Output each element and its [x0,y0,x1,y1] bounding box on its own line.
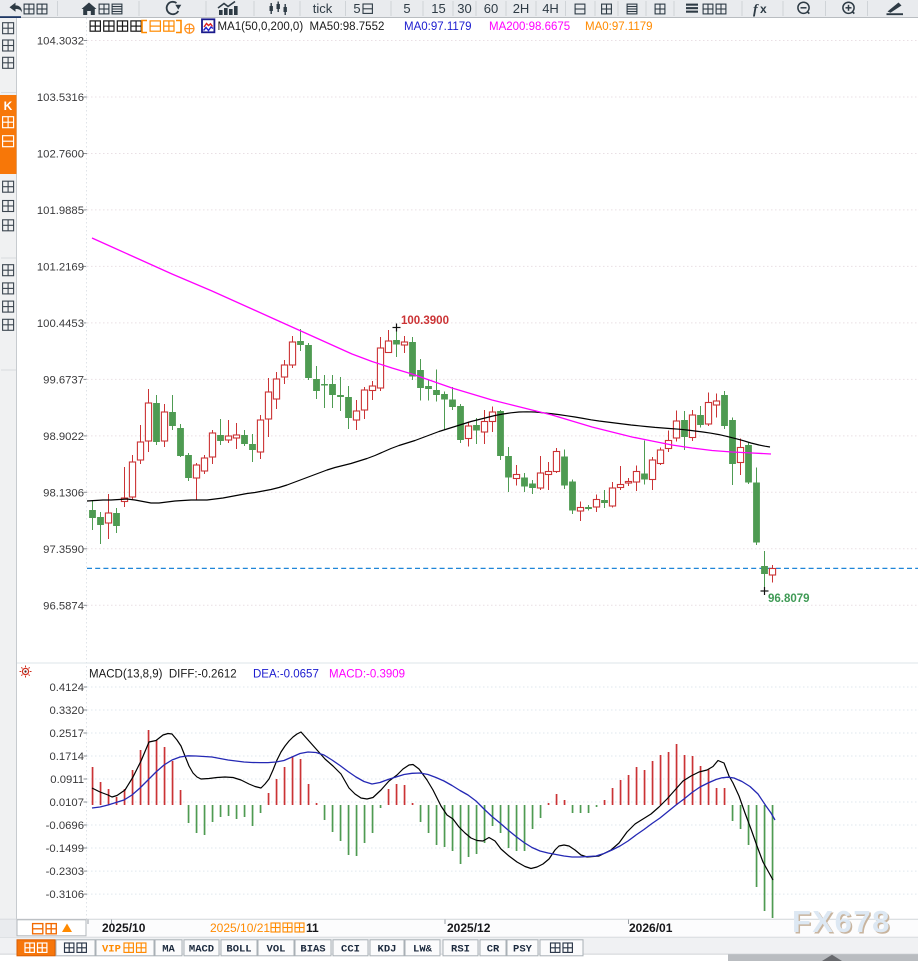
svg-text:-0.2303: -0.2303 [46,866,84,878]
svg-text:98.9022: 98.9022 [43,431,84,443]
svg-text:RSI: RSI [451,944,470,956]
svg-text:0.1714: 0.1714 [49,751,84,763]
svg-text:101.2169: 101.2169 [37,261,84,273]
svg-text:FX678: FX678 [792,904,891,939]
svg-text:0.0107: 0.0107 [49,797,84,809]
svg-text:30: 30 [457,1,471,16]
svg-text:98.1306: 98.1306 [43,487,84,499]
svg-text:MACD: MACD [189,944,214,956]
svg-text:15: 15 [431,1,445,16]
svg-text:FX678: FX678 [794,906,893,941]
svg-text:VOL: VOL [267,944,286,956]
svg-text:96.8079: 96.8079 [768,593,810,605]
svg-text:2025/10/21: 2025/10/21 [210,921,270,935]
svg-text:4H: 4H [542,1,559,16]
svg-text:K: K [4,99,13,113]
svg-text:104.3032: 104.3032 [37,36,84,48]
svg-text:0.2517: 0.2517 [49,728,84,740]
svg-text:103.5316: 103.5316 [37,92,84,104]
svg-text:MA200:98.6675: MA200:98.6675 [489,21,570,33]
svg-text:CR: CR [487,944,500,956]
svg-text:MA0:97.1179: MA0:97.1179 [585,21,653,33]
svg-text:97.3590: 97.3590 [43,544,84,556]
svg-text:MA0:97.1179: MA0:97.1179 [404,21,472,33]
svg-text:2026/01: 2026/01 [629,921,673,935]
svg-text:5: 5 [403,1,410,16]
svg-text:CCI: CCI [341,944,360,956]
svg-text:tick: tick [313,1,333,16]
svg-text:MA1(50,0,200,0) MA50:98.7552: MA1(50,0,200,0) MA50:98.7552 [218,21,385,33]
svg-text:0.4124: 0.4124 [49,682,84,694]
svg-text:x: x [760,2,767,16]
svg-text:MACD:-0.3909: MACD:-0.3909 [329,669,405,681]
svg-text:MACD(13,8,9) DIFF:-0.2612: MACD(13,8,9) DIFF:-0.2612 [89,669,237,681]
svg-text:0.0911: 0.0911 [50,774,84,786]
svg-text:BOLL: BOLL [226,944,251,956]
svg-text:102.7600: 102.7600 [37,149,84,161]
svg-text:100.3900: 100.3900 [401,315,449,327]
svg-text:f: f [753,3,759,18]
svg-text:100.4453: 100.4453 [37,318,84,330]
svg-text:96.5874: 96.5874 [43,600,84,612]
svg-text:2H: 2H [513,1,530,16]
svg-text:2025/10: 2025/10 [102,921,146,935]
svg-text:-0.3106: -0.3106 [46,889,84,901]
svg-text:101.9885: 101.9885 [37,205,84,217]
svg-text:LW&: LW& [413,944,433,956]
svg-text:-0.1499: -0.1499 [46,843,84,855]
svg-text:MA: MA [162,944,175,956]
svg-text:0.3320: 0.3320 [49,705,84,717]
svg-text:2025/12: 2025/12 [447,921,491,935]
svg-text:-0.0696: -0.0696 [46,820,84,832]
svg-text:KDJ: KDJ [378,944,397,956]
svg-text:99.6737: 99.6737 [43,374,84,386]
svg-text:DEA:-0.0657: DEA:-0.0657 [253,669,319,681]
svg-text:VIP: VIP [102,944,121,956]
svg-text:5: 5 [353,1,360,16]
svg-text:PSY: PSY [513,944,533,956]
svg-text:11: 11 [306,921,319,935]
svg-text:BIAS: BIAS [300,944,325,956]
svg-text:60: 60 [484,1,498,16]
